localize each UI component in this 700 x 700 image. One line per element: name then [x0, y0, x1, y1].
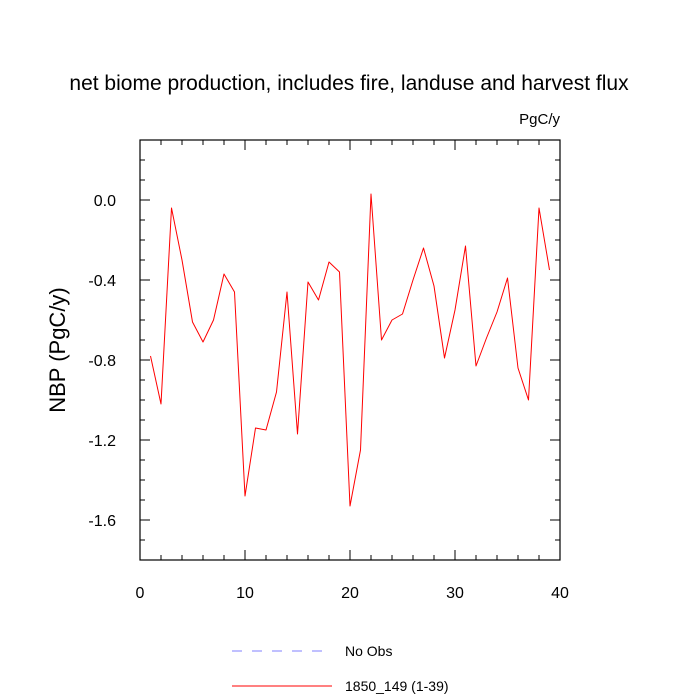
- y-tick-label: -0.4: [88, 273, 116, 290]
- x-tick-label: 30: [446, 585, 464, 602]
- chart-title: net biome production, includes fire, lan…: [69, 72, 629, 95]
- y-axis-label: NBP (PgC/y): [45, 287, 70, 413]
- units-label: PgC/y: [519, 111, 560, 128]
- axis-ticks: [139, 139, 561, 561]
- y-tick-label: -0.8: [88, 353, 116, 370]
- legend-label: 1850_149 (1-39): [345, 678, 449, 694]
- legend: No Obs 1850_149 (1-39): [232, 643, 449, 694]
- x-tick-label: 40: [551, 585, 569, 602]
- y-tick-label: -1.2: [88, 433, 116, 450]
- series-lines: [150, 193, 550, 507]
- y-tick-label: -1.6: [88, 513, 116, 530]
- x-tick-label: 0: [136, 585, 145, 602]
- y-tick-label: 0.0: [94, 193, 116, 210]
- x-tick-label: 10: [236, 585, 254, 602]
- legend-label: No Obs: [345, 643, 392, 659]
- series-line: [150, 193, 550, 507]
- tick-labels: 0 10 20 30 40 0.0 -0.4 -0.8 -1.2 -1.6: [88, 193, 569, 602]
- x-tick-label: 20: [341, 585, 359, 602]
